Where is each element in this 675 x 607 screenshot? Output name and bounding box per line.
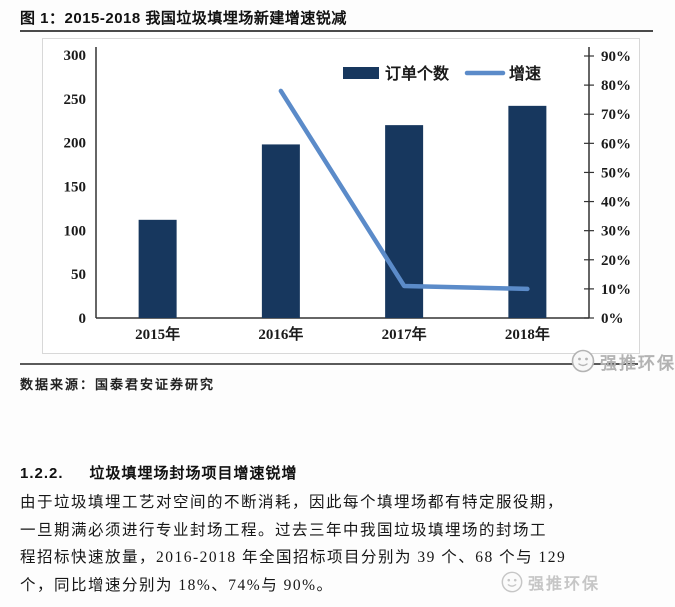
paragraph-line: 一旦期满必须进行专业封场工程。过去三年中我国垃圾填埋场的封场工 xyxy=(20,521,548,539)
chart-svg: 0 50 100 150 200 250 300 0% 10% 20% 30% 40% 50% 60% 70… xyxy=(64,47,631,343)
left-axis-tick-label: 150 xyxy=(64,180,87,196)
paragraph-line: 由于垃圾填埋工艺对空间的不断消耗，因此每个填埋场都有特定服役期， xyxy=(20,494,565,511)
data-source: 数据来源：国泰君安证券研究 xyxy=(20,377,216,392)
left-axis-tick-label: 0 xyxy=(79,311,87,327)
bar-2016年 xyxy=(261,144,300,318)
figure-title: 图 1：2015-2018 我国垃圾填埋场新建增速锐减 xyxy=(20,10,347,27)
right-axis-tick-label: 10% xyxy=(601,282,631,298)
watermark-top-label: 强推环保 xyxy=(600,353,675,373)
panda-logo-icon xyxy=(501,571,523,593)
x-axis-label: 2017年 xyxy=(382,325,427,343)
left-axis-tick-label: 300 xyxy=(64,48,87,64)
legend-line-label: 增速 xyxy=(509,64,541,83)
section-title: 垃圾填埋场封场项目增速锐增 xyxy=(89,465,298,482)
x-axis-label: 2016年 xyxy=(258,325,303,343)
right-axis-tick-label: 90% xyxy=(601,49,631,65)
body-paragraph: 由于垃圾填埋工艺对空间的不断消耗，因此每个填埋场都有特定服役期， 一旦期满必须进… xyxy=(20,489,665,599)
watermark-bottom-label: 强推环保 xyxy=(528,576,601,593)
paragraph-line: 程招标快速放量，2016-2018 年全国招标项目分别为 39 个、68 个与 … xyxy=(20,549,567,566)
section-number: 1.2.2. xyxy=(20,465,64,482)
bar-2015年 xyxy=(138,219,177,318)
legend-bar-swatch xyxy=(343,67,379,79)
title-divider xyxy=(20,30,653,32)
left-axis-tick-label: 200 xyxy=(64,136,87,152)
legend-bar-label: 订单个数 xyxy=(385,64,450,83)
x-axis-label: 2018年 xyxy=(505,325,550,343)
right-axis-tick-label: 70% xyxy=(601,107,631,123)
right-axis-tick-label: 0% xyxy=(601,311,624,327)
chart-container: 0 50 100 150 200 250 300 0% 10% 20% 30% 40% 50% 60% 70… xyxy=(42,38,640,354)
panda-logo-icon xyxy=(571,349,595,373)
bar-2017年 xyxy=(385,125,424,318)
right-axis-tick-label: 80% xyxy=(601,78,631,94)
left-axis-tick-label: 250 xyxy=(64,92,87,108)
x-axis-label: 2015年 xyxy=(135,325,180,343)
watermark-bottom: 强推环保 xyxy=(500,570,600,594)
right-axis-tick-label: 40% xyxy=(601,195,631,211)
section-heading: 1.2.2. 垃圾填埋场封场项目增速锐增 xyxy=(20,462,298,483)
figure-bottom-divider xyxy=(20,363,638,365)
left-axis-tick-label: 100 xyxy=(64,223,87,239)
watermark-top: 强推环保 xyxy=(570,348,675,374)
right-axis-tick-label: 20% xyxy=(601,253,631,269)
paragraph-line: 个，同比增速分别为 18%、74%与 90%。 xyxy=(20,576,334,594)
bar-2018年 xyxy=(508,105,547,318)
right-axis-tick-label: 30% xyxy=(601,224,631,240)
right-axis-tick-label: 60% xyxy=(601,136,631,152)
left-axis-tick-label: 50 xyxy=(71,267,86,283)
right-axis-tick-label: 50% xyxy=(601,165,631,181)
growth-line xyxy=(278,88,530,292)
